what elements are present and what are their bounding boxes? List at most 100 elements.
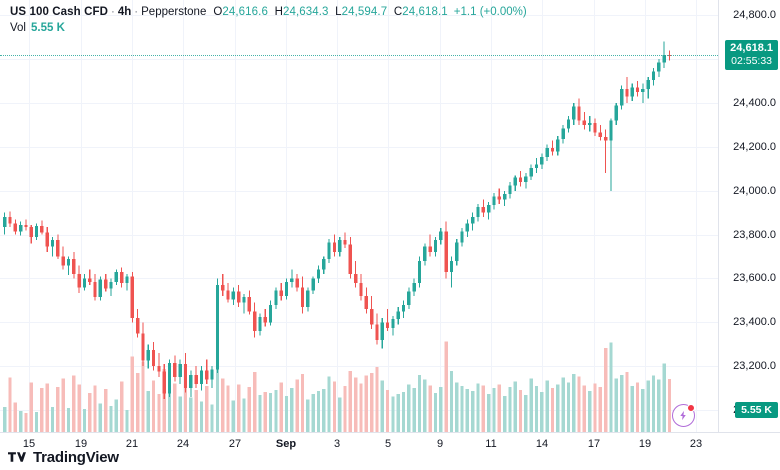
volume-bar: [24, 412, 28, 432]
volume-bar: [375, 367, 379, 432]
candle-body: [391, 319, 395, 328]
volume-bar: [566, 382, 571, 432]
volume-bar: [56, 387, 60, 432]
volume-bar: [577, 376, 581, 432]
volume-bar: [593, 383, 597, 432]
candle-body: [226, 290, 230, 300]
horizontal-gridline: [0, 322, 718, 323]
candle-body: [77, 274, 81, 288]
volume-bar: [391, 396, 395, 432]
legend-symbol-row: US 100 Cash CFD · 4h · Pepperstone O24,6…: [10, 5, 527, 19]
candle-body: [104, 279, 108, 289]
time-axis-tick: 17: [587, 438, 601, 450]
lightning-bolt-icon[interactable]: [672, 404, 695, 427]
volume-bar: [125, 410, 129, 432]
candle-body: [109, 281, 113, 289]
volume-bar: [13, 402, 17, 432]
volume-bar: [545, 380, 549, 432]
candle-body: [609, 120, 613, 141]
price-axis[interactable]: 24,800.024,600.024,400.024,200.024,000.0…: [719, 0, 780, 432]
volume-bar: [45, 383, 49, 432]
volume-bar: [348, 370, 353, 432]
candle-body: [385, 322, 390, 328]
volume-bar: [369, 372, 374, 432]
volume-bar: [439, 387, 443, 432]
candle-body: [598, 132, 602, 138]
volume-bar: [354, 377, 358, 432]
price-axis-tick: 23,200.0: [733, 360, 776, 373]
candle-body: [476, 207, 480, 218]
volume-bar: [529, 378, 533, 432]
vertical-gridline: [696, 0, 697, 432]
candle-body: [263, 316, 267, 323]
candle-body: [40, 225, 44, 233]
price-axis-tick: 23,800.0: [733, 228, 776, 241]
candle-body: [423, 246, 427, 261]
candle-body: [316, 269, 321, 279]
volume-bar: [146, 390, 150, 432]
candle-body: [582, 120, 587, 125]
volume-bar: [279, 382, 283, 432]
volume-bar: [534, 386, 539, 432]
time-axis-tick: 23: [689, 438, 703, 450]
volume-bar: [572, 373, 576, 432]
volume-bar: [449, 370, 454, 432]
volume-bar: [332, 381, 337, 432]
candle-body: [93, 281, 97, 298]
tradingview-mark-icon: [8, 452, 26, 462]
volume-bar: [40, 388, 44, 432]
volume-bar: [343, 386, 347, 432]
chart-pane[interactable]: [0, 0, 718, 432]
candle-body: [359, 282, 363, 297]
horizontal-gridline: [0, 366, 718, 367]
current-price-badge[interactable]: 24,618.1 02:55:33: [725, 40, 778, 71]
volume-bar: [268, 392, 273, 432]
horizontal-gridline: [0, 191, 718, 192]
volume-bar: [183, 374, 188, 432]
candle-body: [380, 322, 384, 340]
candle-body: [327, 242, 331, 259]
volume-bar: [481, 385, 485, 432]
volume-bar: [300, 373, 305, 432]
volume-bar: [407, 384, 411, 432]
low-label: L: [335, 6, 342, 18]
time-axis-tick: 15: [22, 438, 36, 450]
volume-bar: [93, 385, 97, 432]
horizontal-gridline: [0, 59, 718, 60]
data-source-label[interactable]: Pepperstone: [141, 6, 207, 18]
candle-body: [274, 290, 278, 305]
vertical-gridline: [388, 0, 389, 432]
candle-body: [151, 349, 156, 367]
volume-bar: [444, 341, 448, 432]
time-axis-tick: 19: [638, 438, 652, 450]
candle-body: [332, 242, 337, 253]
current-price-line: [0, 55, 718, 57]
volume-bar: [657, 379, 661, 432]
volume-bar: [210, 404, 214, 432]
volume-bar: [61, 378, 65, 432]
time-axis-tick: 5: [384, 438, 392, 450]
candlestick-series: [3, 41, 672, 432]
time-axis[interactable]: 15 19 21 24 27 Sep 3 5 9 11 14 17 19 23: [0, 433, 718, 457]
candle-body: [502, 194, 507, 200]
current-price-value: 24,618.1: [730, 42, 773, 55]
vertical-gridline: [235, 0, 236, 432]
volume-bar: [50, 407, 55, 432]
candle-body: [183, 364, 188, 389]
candle-body: [284, 281, 289, 297]
volume-bar: [471, 390, 475, 432]
volume-badge[interactable]: 5.55 K: [735, 402, 778, 418]
time-axis-tick: 27: [228, 438, 242, 450]
horizontal-gridline: [0, 410, 718, 411]
volume-bar: [178, 396, 182, 432]
tradingview-logo[interactable]: TradingView: [8, 449, 119, 466]
candle-body: [66, 258, 71, 266]
symbol-name[interactable]: US 100 Cash CFD: [10, 6, 109, 18]
vertical-gridline: [29, 0, 30, 432]
time-axis-tick: Sep: [275, 438, 297, 450]
candle-body: [306, 290, 310, 308]
volume-bar: [72, 375, 76, 432]
volume-bar: [88, 392, 92, 432]
volume-label[interactable]: Vol: [10, 22, 26, 34]
interval-label[interactable]: 4h: [117, 6, 132, 18]
